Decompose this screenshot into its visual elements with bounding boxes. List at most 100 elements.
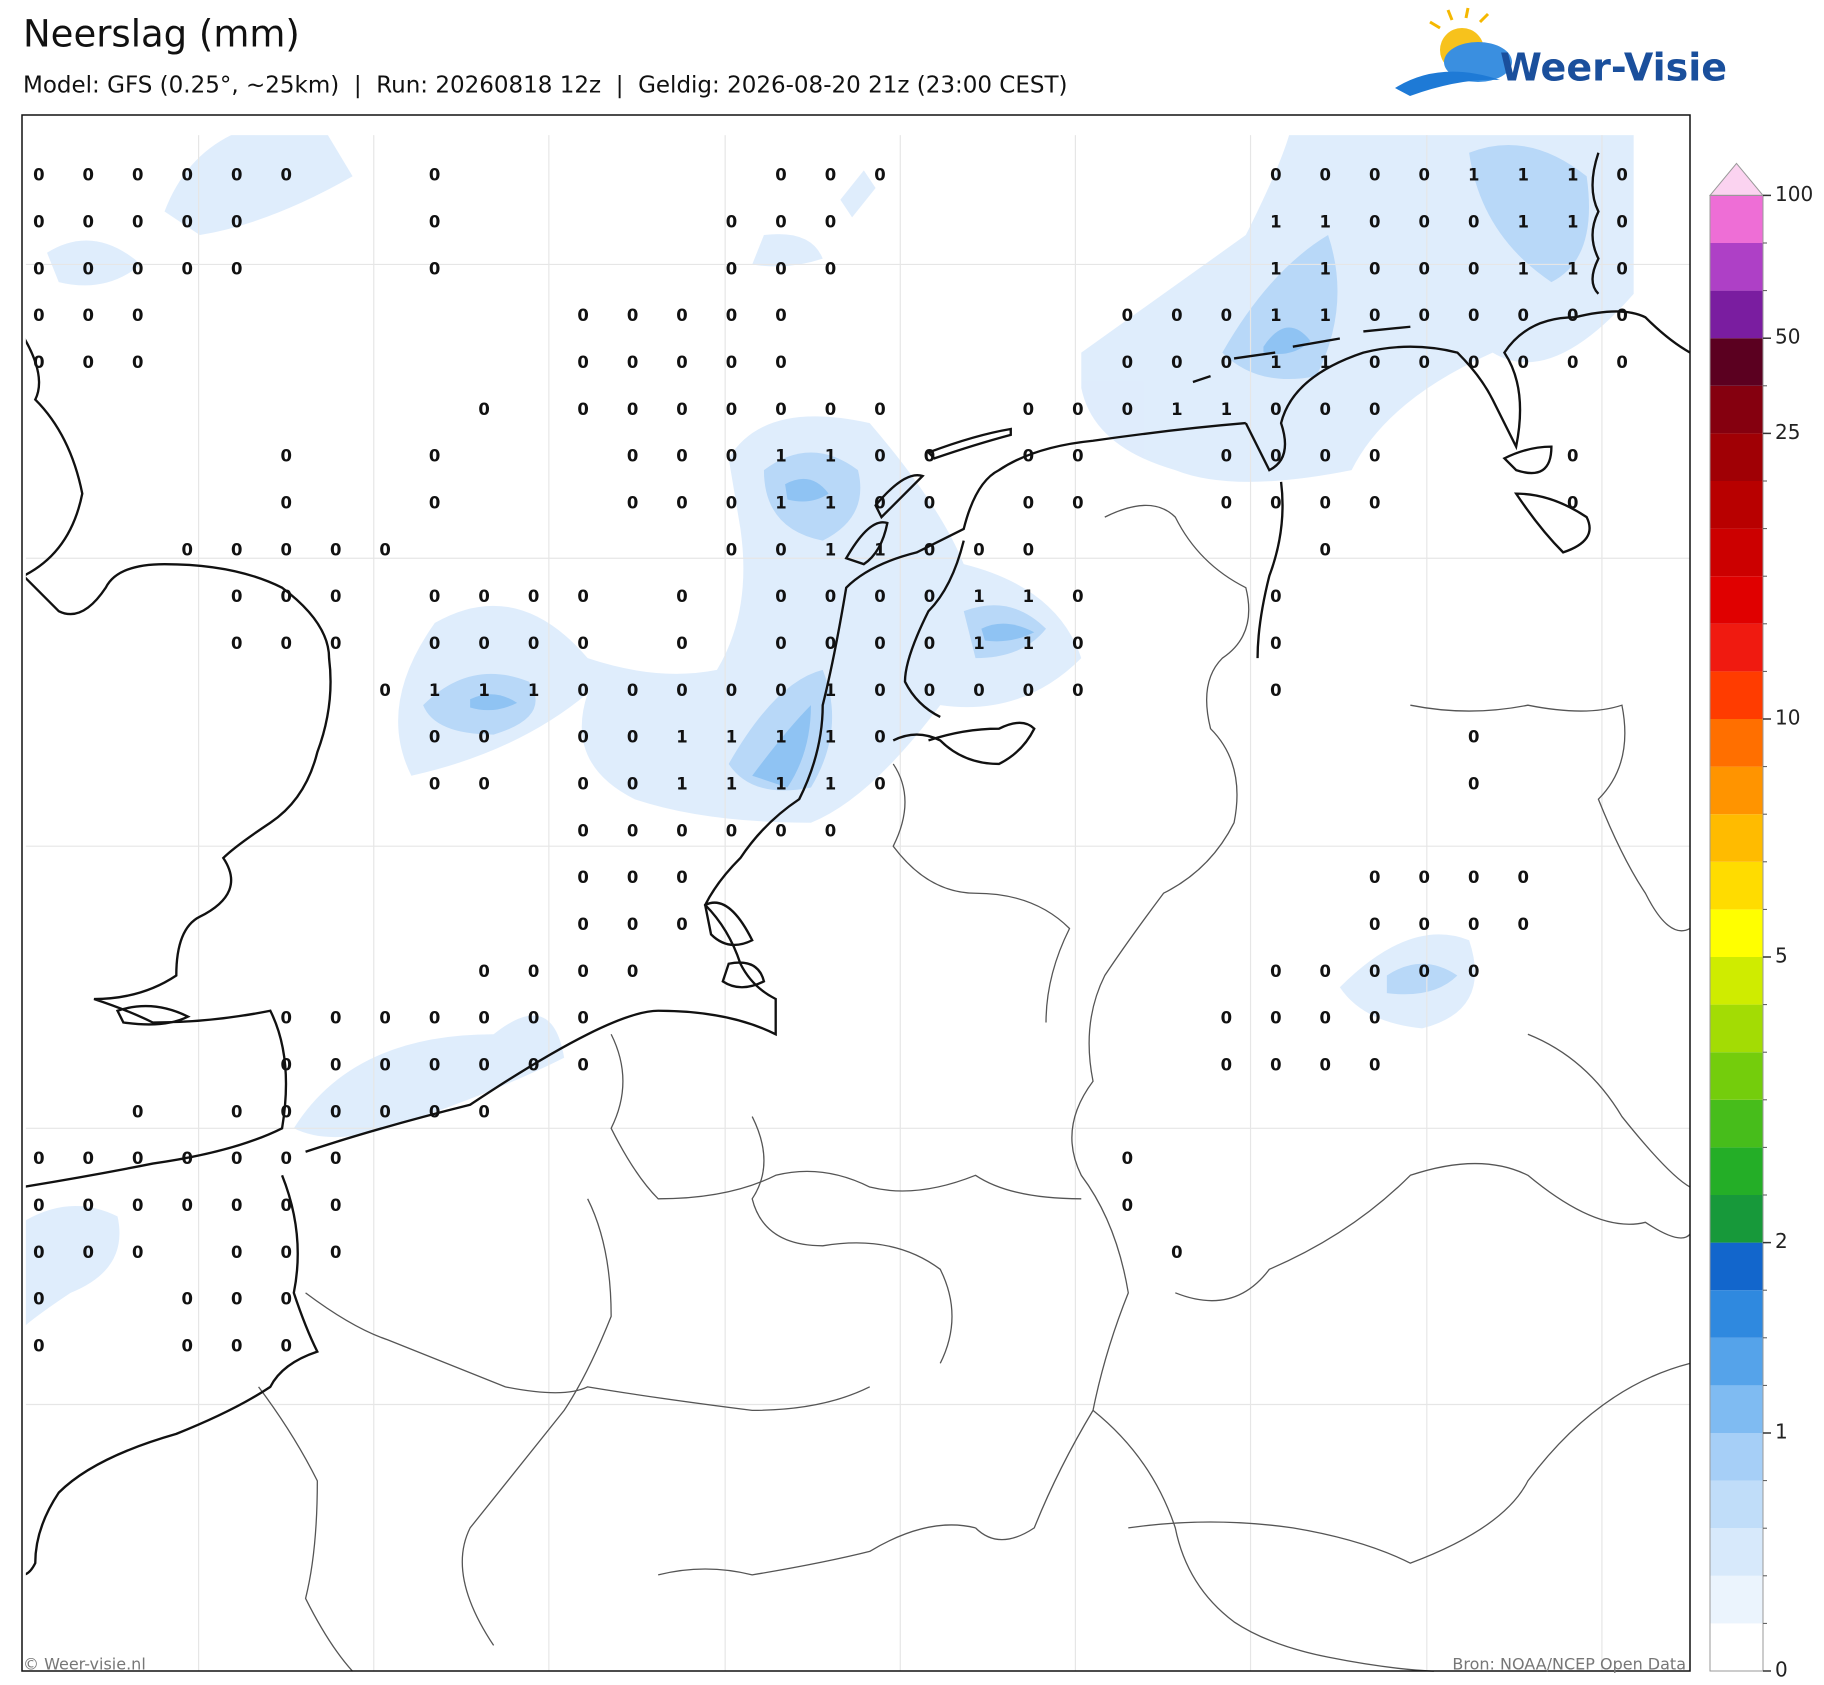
grid-value: 0 — [1468, 915, 1479, 934]
grid-value: 0 — [429, 212, 440, 231]
grid-value: 0 — [1270, 119, 1281, 138]
grid-value: 0 — [1221, 306, 1232, 325]
colorbar-extend — [1708, 162, 1765, 196]
grid-value: 0 — [33, 353, 44, 372]
grid-value: 0 — [132, 166, 143, 185]
grid-value: 0 — [231, 634, 242, 653]
grid-value: 0 — [726, 212, 737, 231]
grid-value: 0 — [182, 212, 193, 231]
grid-value: 0 — [478, 587, 489, 606]
grid-value: 0 — [1616, 166, 1627, 185]
colorbar-segment — [1710, 243, 1763, 291]
grid-value: 0 — [1419, 868, 1430, 887]
grid-value: 0 — [429, 166, 440, 185]
grid-value: 0 — [132, 1102, 143, 1121]
grid-value: 1 — [726, 774, 737, 793]
grid-value: 0 — [83, 166, 94, 185]
grid-value: 0 — [973, 540, 984, 559]
grid-value: 0 — [330, 1243, 341, 1262]
grid-value: 0 — [478, 634, 489, 653]
grid-value: 0 — [1468, 259, 1479, 278]
grid-value: 0 — [1072, 119, 1083, 138]
grid-value: 0 — [1517, 868, 1528, 887]
grid-value: 1 — [1320, 212, 1331, 231]
grid-value: 0 — [528, 962, 539, 981]
grid-value: 0 — [1517, 915, 1528, 934]
grid-value: 0 — [924, 540, 935, 559]
grid-value: 0 — [182, 540, 193, 559]
grid-value: 0 — [33, 306, 44, 325]
grid-value: 0 — [33, 1243, 44, 1262]
grid-value: 0 — [528, 587, 539, 606]
grid-value: 0 — [280, 166, 291, 185]
grid-value: 0 — [1419, 915, 1430, 934]
coastlines — [25, 152, 1691, 1576]
grid-value: 0 — [825, 212, 836, 231]
grid-value: 0 — [280, 493, 291, 512]
grid-value: 0 — [280, 587, 291, 606]
grid-value: 1 — [1517, 119, 1528, 138]
grid-value: 0 — [1369, 212, 1380, 231]
grid-value: 0 — [429, 774, 440, 793]
grid-value: 0 — [726, 447, 737, 466]
grid-value: 1 — [825, 447, 836, 466]
grid-value: 0 — [973, 681, 984, 700]
grid-value: 0 — [132, 1196, 143, 1215]
colorbar-segment — [1710, 861, 1763, 910]
map-layers: 0 0 0 0 0 0 0 0 0 0 0 0 0 0 0 0 0 0 0 0 0 1 1 0 0 0 0 0 0 0 0 0 0 0 0 0 0 0 1 1… — [25, 119, 1691, 1672]
grid-value: 0 — [775, 587, 786, 606]
grid-value: 0 — [330, 1196, 341, 1215]
grid-value: 0 — [1369, 353, 1380, 372]
grid-value: 0 — [775, 259, 786, 278]
grid-value: 0 — [1369, 868, 1380, 887]
grid-value: 0 — [33, 1149, 44, 1168]
colorbar-tick-label: 5 — [1775, 944, 1788, 968]
grid-value: 0 — [83, 259, 94, 278]
grid-value: 0 — [379, 540, 390, 559]
footer-right: Bron: NOAA/NCEP Open Data — [1452, 1655, 1686, 1674]
grid-value: 0 — [577, 1009, 588, 1028]
grid-value: 0 — [1419, 166, 1430, 185]
grid-value: 1 — [775, 774, 786, 793]
grid-value: 0 — [478, 1009, 489, 1028]
grid-value: 0 — [1122, 119, 1133, 138]
grid-value: 0 — [280, 1196, 291, 1215]
grid-value: 0 — [231, 1290, 242, 1309]
grid-value: 0 — [726, 681, 737, 700]
colorbar-tick-label: 50 — [1775, 325, 1800, 349]
grid-value: 0 — [1369, 493, 1380, 512]
grid-value: 0 — [775, 166, 786, 185]
colorbar-segment — [1710, 1052, 1763, 1100]
grid-value: 0 — [280, 1009, 291, 1028]
grid-value: 0 — [231, 1102, 242, 1121]
grid-value: 1 — [825, 728, 836, 747]
precip-high — [470, 327, 1311, 788]
grid-value: 0 — [924, 587, 935, 606]
colorbar-segment — [1710, 1528, 1763, 1576]
grid-value: 0 — [280, 1337, 291, 1356]
grid-value: 0 — [132, 306, 143, 325]
grid-value: 0 — [1221, 119, 1232, 138]
grid-value: 0 — [231, 1149, 242, 1168]
grid-value: 0 — [1023, 493, 1034, 512]
grid-value: 1 — [1567, 119, 1578, 138]
grid-value: 0 — [379, 1055, 390, 1074]
borders — [258, 504, 1691, 1672]
grid-value: 1 — [429, 681, 440, 700]
colorbar-segment — [1710, 1147, 1763, 1195]
grid-value: 1 — [874, 540, 885, 559]
grid-value: 0 — [83, 1196, 94, 1215]
grid-value: 1 — [1517, 259, 1528, 278]
grid-value: 0 — [726, 493, 737, 512]
grid-value: 0 — [577, 634, 588, 653]
grid-value: 0 — [1270, 447, 1281, 466]
grid-value: 0 — [874, 447, 885, 466]
grid-labels: 0 0 0 0 0 0 0 0 0 0 0 0 0 0 0 0 0 0 0 0 0 1 1 0 0 0 0 0 0 0 0 0 0 0 0 0 0 0 1 1… — [33, 119, 1628, 1356]
grid-value: 0 — [132, 1149, 143, 1168]
colorbar-segment — [1710, 1385, 1763, 1433]
grid-value: 1 — [825, 540, 836, 559]
grid-value: 1 — [1517, 166, 1528, 185]
graticule — [25, 135, 1691, 1672]
grid-value: 0 — [577, 587, 588, 606]
